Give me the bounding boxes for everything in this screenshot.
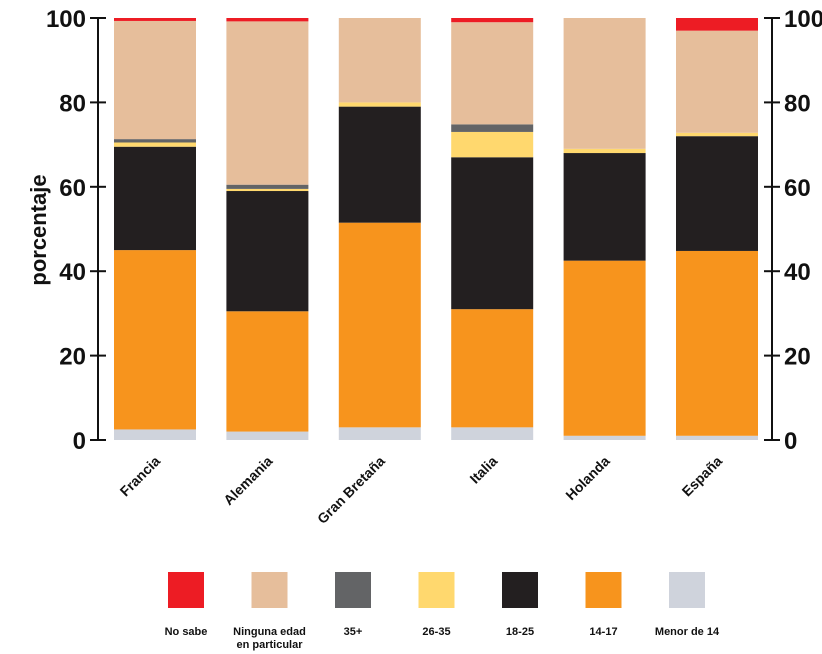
- bar-segment: [563, 260, 646, 436]
- legend-label: 18-25: [506, 626, 534, 638]
- bar-segment: [676, 18, 758, 31]
- bar-segment: [226, 21, 309, 185]
- bar-segment: [563, 153, 646, 261]
- right-tick-label: 20: [784, 344, 811, 371]
- legend-swatch: [418, 572, 455, 608]
- bar-segment: [338, 18, 421, 103]
- legend-label: 26-35: [422, 626, 450, 638]
- category-label: España: [679, 453, 726, 500]
- legend-label: Ninguna edad: [233, 626, 306, 638]
- bar-segment: [114, 20, 196, 140]
- bar-segment: [451, 157, 534, 310]
- left-tick-label: 60: [59, 175, 86, 202]
- bar-segment: [563, 435, 646, 440]
- right-tick-label: 100: [784, 6, 822, 33]
- y-axis-label: porcentaje: [26, 174, 51, 285]
- legend-swatch: [168, 572, 204, 608]
- left-tick-label: 20: [59, 344, 86, 371]
- bar-segment: [451, 309, 534, 428]
- left-tick-label: 40: [59, 259, 86, 286]
- legend-swatch: [669, 572, 705, 608]
- bar-segment: [676, 136, 758, 251]
- bar-segment: [451, 22, 534, 125]
- legend-label: 35+: [344, 626, 363, 638]
- bar-segment: [451, 427, 534, 440]
- bar-segment: [114, 18, 196, 21]
- bar-segment: [451, 18, 534, 23]
- right-tick-label: 40: [784, 259, 811, 286]
- legend-label: 14-17: [589, 626, 617, 638]
- bar-segment: [226, 431, 309, 440]
- bar-segment: [114, 429, 196, 440]
- axes-group: 0 0 20 20 40 40 60 60 80 80 100 100: [46, 6, 822, 455]
- right-tick-label: 0: [784, 428, 797, 455]
- bar-segment: [676, 435, 758, 440]
- legend-label: en particular: [236, 639, 303, 651]
- bar-segment: [338, 102, 421, 107]
- category-label: Alemania: [220, 453, 275, 508]
- bar-segment: [676, 250, 758, 436]
- bar-segment: [338, 106, 421, 223]
- x-tick-labels: Francia Alemania Gran Bretaña Italia Holanda…: [117, 453, 726, 527]
- bar-segment: [676, 132, 758, 137]
- bar-segment: [226, 18, 309, 22]
- bar-segment: [563, 148, 646, 154]
- bar-segment: [338, 222, 421, 428]
- bar-segment: [451, 131, 534, 158]
- right-tick-label: 80: [784, 90, 811, 117]
- category-label: Holanda: [562, 453, 613, 504]
- bar-segment: [226, 184, 309, 189]
- bar-segment: [114, 146, 196, 251]
- bar-segment: [226, 188, 309, 192]
- bars-group: [114, 18, 758, 440]
- bar-segment: [226, 191, 309, 312]
- bar-segment: [114, 142, 196, 147]
- bar-segment: [114, 139, 196, 143]
- bar-segment: [676, 30, 758, 133]
- bar-segment: [114, 250, 196, 430]
- left-tick-label: 0: [73, 428, 86, 455]
- legend-swatch: [585, 572, 622, 608]
- category-label: Italia: [466, 453, 500, 487]
- bar-segment: [563, 18, 646, 149]
- category-label: Gran Bretaña: [314, 453, 388, 527]
- right-tick-label: 60: [784, 175, 811, 202]
- left-tick-label: 100: [46, 6, 86, 33]
- legend-swatch: [251, 572, 288, 608]
- category-label: Francia: [117, 453, 164, 500]
- legend-swatch: [502, 572, 538, 608]
- left-tick-label: 80: [59, 90, 86, 117]
- bar-segment: [451, 124, 534, 132]
- legend-label: No sabe: [165, 626, 208, 638]
- bar-segment: [226, 311, 309, 432]
- legend-swatch: [335, 572, 371, 608]
- bar-segment: [338, 427, 421, 440]
- legend-label: Menor de 14: [655, 626, 720, 638]
